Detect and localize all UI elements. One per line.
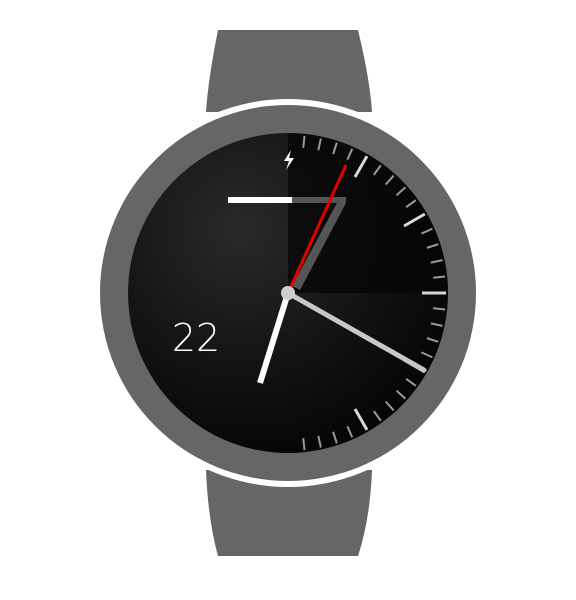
minor-tick (420, 227, 433, 235)
minor-tick (384, 174, 395, 186)
minor-tick (433, 275, 446, 279)
second-hand (286, 164, 348, 294)
date-number: 22 (171, 316, 221, 360)
minor-tick (317, 435, 322, 448)
minor-tick (373, 410, 382, 422)
minor-tick (395, 186, 407, 197)
overlay-seven-mark (292, 197, 346, 290)
major-tick (353, 155, 369, 178)
hour-hand (257, 292, 291, 384)
major-tick (353, 408, 369, 431)
minor-tick (420, 351, 433, 359)
minor-tick (302, 438, 306, 451)
charging-bolt-icon (284, 150, 294, 170)
hour-marker-bar (228, 197, 292, 203)
minor-tick (405, 378, 417, 387)
major-tick (403, 212, 426, 228)
minor-tick (433, 307, 446, 311)
minor-tick (332, 142, 338, 155)
minor-tick (426, 337, 439, 343)
minor-tick (346, 425, 354, 438)
strap-bottom (206, 470, 372, 556)
minor-tick (384, 400, 395, 412)
minor-tick (405, 199, 417, 208)
minor-tick (426, 243, 439, 249)
dial-quadrant-shade (288, 133, 448, 293)
minor-tick (395, 389, 407, 400)
minute-hand (285, 290, 427, 373)
strap-top (206, 30, 372, 112)
minor-tick (302, 135, 306, 148)
minor-tick (346, 148, 354, 161)
minor-tick (332, 431, 338, 444)
minor-tick (430, 259, 443, 264)
minor-tick (317, 138, 322, 151)
minor-tick (430, 322, 443, 327)
center-pin (281, 286, 295, 300)
minor-tick (373, 164, 382, 176)
